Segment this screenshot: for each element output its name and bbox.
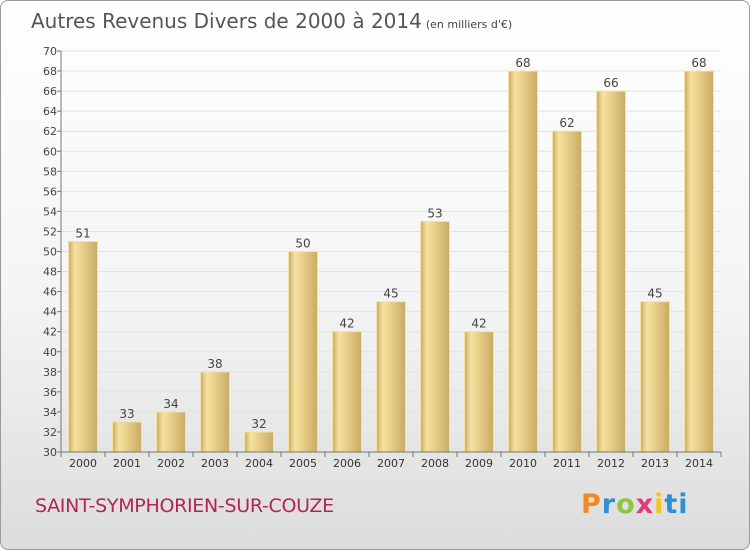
y-tick-label: 54 [43,205,57,218]
x-tick-label: 2012 [597,457,625,470]
y-tick-label: 60 [43,145,57,158]
y-tick-label: 40 [43,346,57,359]
bar [332,331,362,453]
bar-value-label: 45 [383,287,398,301]
x-tick-label: 2011 [553,457,581,470]
bars: 51 33 34 38 32 50 42 45 53 42 68 62 66 45 68 [68,56,714,453]
bar-value-label: 50 [295,237,310,251]
y-tick-label: 58 [43,165,57,178]
y-tick-label: 70 [43,45,57,58]
chart-subtitle: (en milliers d'€) [425,18,513,31]
bar [68,240,98,453]
y-tick-label: 52 [43,225,57,238]
bar-value-label: 62 [559,116,574,130]
bar [552,130,582,453]
y-tick-label: 56 [43,185,57,198]
x-tick-label: 2003 [201,457,229,470]
y-tick-label: 46 [43,286,57,299]
y-tick-label: 32 [43,426,57,439]
y-tick-label: 68 [43,65,57,78]
y-tick-label: 48 [43,266,57,279]
x-tick-label: 2013 [641,457,669,470]
bar [156,411,186,453]
bar [244,431,274,453]
bar [200,371,230,453]
bar-value-label: 68 [515,56,530,70]
y-tick-label: 42 [43,326,57,339]
y-tick-label: 62 [43,125,57,138]
bar-value-label: 42 [471,317,486,331]
x-tick-label: 2007 [377,457,405,470]
x-tick-label: 2002 [157,457,185,470]
bar-value-label: 42 [339,317,354,331]
bar-value-label: 38 [207,357,222,371]
y-tick-label: 38 [43,366,57,379]
y-tick-label: 50 [43,246,57,259]
proxiti-logo: Proxiti [581,489,689,520]
bar-value-label: 45 [647,287,662,301]
bar-value-label: 66 [603,76,618,90]
y-tick-label: 34 [43,406,57,419]
x-tick-label: 2005 [289,457,317,470]
bar-value-label: 33 [119,407,134,421]
bar-value-label: 53 [427,206,442,220]
bar [508,70,538,453]
bar [464,331,494,453]
bar [420,220,450,453]
y-tick-label: 66 [43,85,57,98]
commune-name: SAINT-SYMPHORIEN-SUR-COUZE [35,495,334,517]
bar [288,251,318,453]
x-tick-label: 2006 [333,457,361,470]
bar-value-label: 51 [75,226,90,240]
x-tick-label: 2014 [685,457,713,470]
x-tick-label: 2010 [509,457,537,470]
x-tick-label: 2008 [421,457,449,470]
bar [684,70,714,453]
bar-value-label: 68 [691,56,706,70]
y-tick-label: 44 [43,306,57,319]
bar [596,90,626,453]
bar [640,301,670,453]
bar-value-label: 34 [163,397,178,411]
x-tick-label: 2004 [245,457,273,470]
x-tick-label: 2001 [113,457,141,470]
chart-title-text: Autres Revenus Divers de 2000 à 2014 [31,9,422,33]
bar [376,301,406,453]
x-axis: 2000 2001 2002 2003 2004 2005 2006 2007 2008 2009… [60,451,722,470]
y-tick-label: 64 [43,105,57,118]
y-tick-label: 36 [43,386,57,399]
x-tick-label: 2009 [465,457,493,470]
x-tick-label: 2000 [69,457,97,470]
bar [112,421,142,453]
y-axis: 30 32 34 36 38 40 42 44 46 48 50 52 54 56 58 60 62 64 66 68… [43,45,62,459]
chart-title: Autres Revenus Divers de 2000 à 2014 (en … [31,9,512,33]
y-tick-label: 30 [43,446,57,459]
bar-value-label: 32 [251,417,266,431]
